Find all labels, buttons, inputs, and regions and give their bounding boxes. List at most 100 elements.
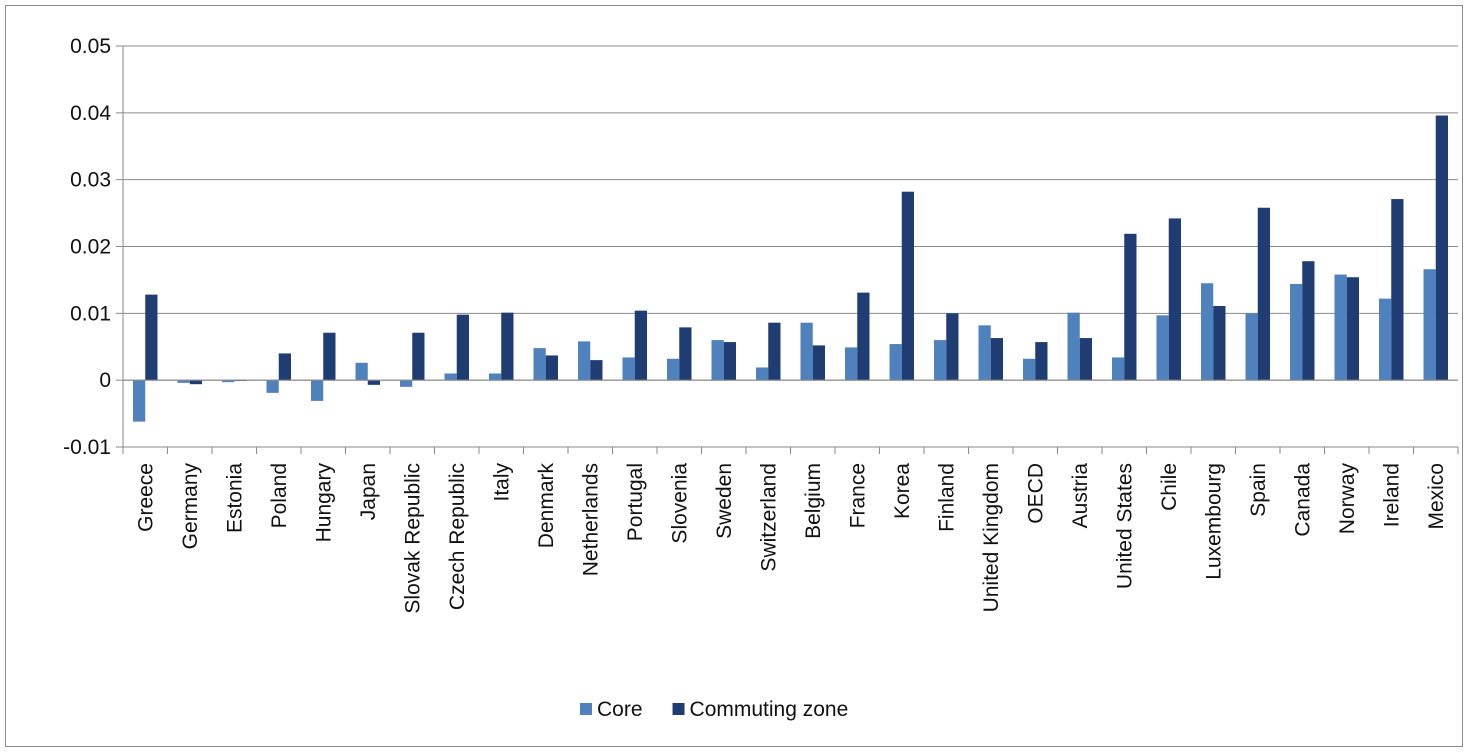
legend-swatch-commuting-zone bbox=[672, 703, 685, 715]
bar-core-hungary bbox=[311, 380, 324, 401]
bar-commuting-zone-canada bbox=[1302, 261, 1315, 381]
bar-core-korea bbox=[889, 344, 902, 381]
x-tick-label: Netherlands bbox=[579, 463, 602, 576]
bar-core-united-kingdom bbox=[978, 325, 991, 381]
bar-core-greece bbox=[133, 380, 146, 422]
bar-core-austria bbox=[1067, 312, 1080, 381]
bar-core-sweden bbox=[711, 340, 724, 381]
bar-commuting-zone-denmark bbox=[545, 355, 558, 381]
x-tick-label: Slovenia bbox=[668, 463, 691, 544]
bar-commuting-zone-united-kingdom bbox=[990, 338, 1003, 381]
bar-core-italy bbox=[489, 373, 502, 381]
x-tick-label: United Kingdom bbox=[980, 463, 1003, 612]
bar-core-belgium bbox=[800, 322, 813, 381]
x-tick-label: Finland bbox=[935, 463, 958, 532]
bar-core-chile bbox=[1156, 315, 1169, 381]
bars bbox=[133, 115, 1448, 422]
bar-commuting-zone-netherlands bbox=[590, 360, 603, 381]
bar-core-switzerland bbox=[756, 367, 769, 381]
x-tick-label: Japan bbox=[357, 463, 380, 520]
y-tick-label: 0.03 bbox=[70, 169, 111, 192]
chart-frame: 0.05 0.04 0.03 0.02 0.01 0 -0.01 Greece Germany… bbox=[5, 5, 1463, 747]
bar-commuting-zone-korea bbox=[901, 191, 914, 381]
bar-commuting-zone-norway bbox=[1346, 277, 1359, 381]
bar-commuting-zone-austria bbox=[1079, 338, 1092, 381]
bar-core-poland bbox=[266, 380, 279, 393]
x-tick-label: Estonia bbox=[223, 463, 246, 533]
y-tick-label: 0 bbox=[99, 369, 111, 392]
x-tick-label: Mexico bbox=[1425, 463, 1448, 530]
x-tick-label: Canada bbox=[1291, 463, 1314, 537]
bar-commuting-zone-czech-republic bbox=[456, 314, 469, 381]
bar-chart: 0.05 0.04 0.03 0.02 0.01 0 -0.01 Greece Germany… bbox=[63, 35, 1459, 721]
bar-commuting-zone-poland bbox=[278, 353, 291, 381]
x-tick-label: Portugal bbox=[624, 463, 647, 541]
bar-commuting-zone-ireland bbox=[1391, 199, 1404, 381]
bar-core-united-states bbox=[1112, 357, 1125, 381]
bar-commuting-zone-united-states bbox=[1124, 233, 1137, 381]
x-tick-label: Ireland bbox=[1380, 463, 1403, 527]
x-tick-label: Luxembourg bbox=[1202, 463, 1225, 580]
legend: Core Commuting zone bbox=[580, 698, 848, 721]
bar-core-japan bbox=[355, 362, 368, 381]
bar-core-slovenia bbox=[667, 358, 680, 381]
x-tick-label: Norway bbox=[1336, 463, 1359, 535]
x-tick-labels: Greece Germany Estonia Poland Hungary Japan Sl… bbox=[122, 447, 1459, 614]
bar-core-portugal bbox=[622, 357, 635, 381]
bar-commuting-zone-greece bbox=[145, 294, 158, 381]
bar-core-czech-republic bbox=[444, 373, 457, 381]
legend-label-core: Core bbox=[597, 698, 643, 721]
bar-commuting-zone-slovak-republic bbox=[412, 332, 425, 381]
bar-commuting-zone-finland bbox=[946, 313, 959, 381]
bar-core-slovak-republic bbox=[400, 380, 413, 387]
y-tick-label: 0.01 bbox=[70, 302, 111, 325]
legend-swatch-core bbox=[580, 703, 592, 715]
legend-label-commuting-zone: Commuting zone bbox=[690, 698, 849, 721]
x-tick-label: Slovak Republic bbox=[401, 463, 424, 614]
y-tick-label: 0.02 bbox=[70, 236, 111, 259]
bar-core-germany bbox=[177, 380, 190, 383]
bar-commuting-zone-switzerland bbox=[768, 322, 781, 381]
x-tick-label: France bbox=[846, 463, 869, 528]
bar-commuting-zone-sweden bbox=[723, 342, 736, 381]
x-tick-label: OECD bbox=[1024, 463, 1047, 524]
y-tick-label: 0.05 bbox=[70, 35, 111, 58]
bar-core-spain bbox=[1245, 313, 1258, 381]
y-tick-label: -0.01 bbox=[63, 436, 111, 459]
x-tick-label: Hungary bbox=[312, 463, 335, 543]
x-tick-label: Poland bbox=[268, 463, 291, 528]
bar-core-luxembourg bbox=[1201, 283, 1214, 381]
x-tick-label: United States bbox=[1113, 463, 1136, 589]
bar-commuting-zone-slovenia bbox=[679, 327, 692, 381]
bar-core-canada bbox=[1290, 283, 1303, 381]
x-tick-label: Greece bbox=[134, 463, 157, 532]
bar-commuting-zone-portugal bbox=[634, 310, 647, 381]
bar-commuting-zone-mexico bbox=[1435, 115, 1448, 381]
x-tick-label: Sweden bbox=[713, 463, 736, 539]
x-tick-label: Spain bbox=[1247, 463, 1270, 517]
bar-commuting-zone-hungary bbox=[323, 332, 336, 381]
bar-core-norway bbox=[1334, 274, 1347, 381]
x-tick-label: Italy bbox=[490, 463, 513, 502]
bar-commuting-zone-italy bbox=[501, 312, 514, 381]
x-tick-label: Czech Republic bbox=[446, 463, 469, 610]
x-tick-label: Korea bbox=[891, 463, 914, 519]
bar-core-ireland bbox=[1379, 298, 1392, 381]
y-tick-labels: 0.05 0.04 0.03 0.02 0.01 0 -0.01 bbox=[63, 35, 123, 459]
x-tick-label: Belgium bbox=[802, 463, 825, 539]
bar-commuting-zone-belgium bbox=[812, 345, 825, 381]
bar-commuting-zone-luxembourg bbox=[1213, 305, 1226, 381]
bar-commuting-zone-france bbox=[857, 292, 870, 381]
bar-core-mexico bbox=[1423, 269, 1436, 381]
x-tick-label: Austria bbox=[1069, 463, 1092, 529]
bar-commuting-zone-japan bbox=[367, 380, 380, 385]
bar-core-estonia bbox=[222, 380, 235, 383]
bar-core-denmark bbox=[533, 348, 546, 381]
bar-core-finland bbox=[934, 340, 947, 381]
x-tick-label: Chile bbox=[1158, 463, 1181, 511]
bar-commuting-zone-chile bbox=[1168, 218, 1181, 381]
bar-commuting-zone-germany bbox=[189, 380, 202, 385]
bar-commuting-zone-spain bbox=[1257, 207, 1270, 381]
bar-core-oecd bbox=[1023, 358, 1036, 381]
x-tick-label: Switzerland bbox=[757, 463, 780, 572]
